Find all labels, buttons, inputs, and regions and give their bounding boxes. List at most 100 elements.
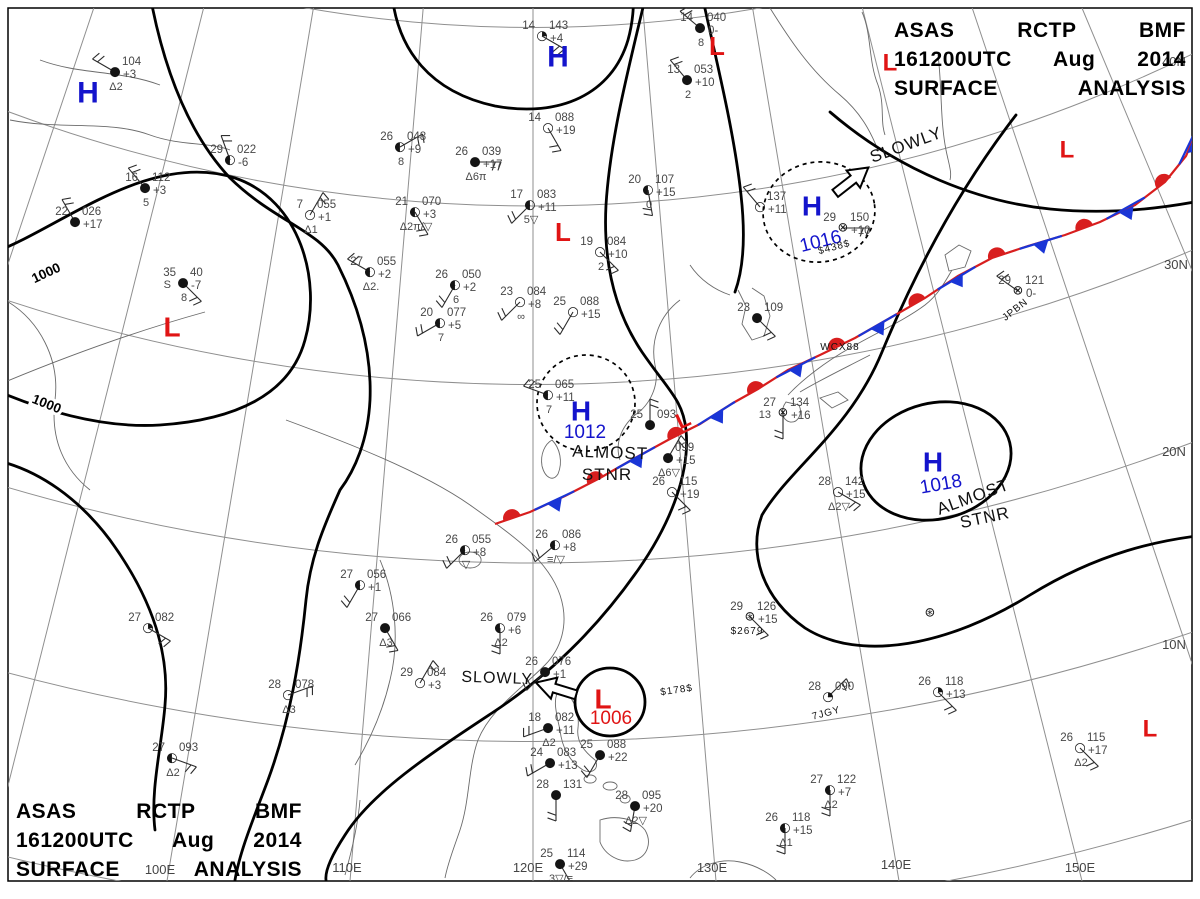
wind-barb-feather bbox=[821, 812, 831, 817]
wind-barb-feather bbox=[416, 229, 426, 232]
coastline bbox=[944, 244, 972, 272]
tendency-value: +8 bbox=[473, 547, 486, 559]
weather-symbols: ▽ bbox=[462, 559, 471, 571]
station-plot: ●22 026+17 bbox=[55, 197, 103, 231]
station-plot: ◔28 090 bbox=[808, 678, 854, 705]
station-plot: ◐26 050+2 6 bbox=[435, 269, 481, 308]
cloud-cover-symbol: ● bbox=[694, 21, 705, 36]
high-pressure-center: H bbox=[77, 77, 99, 110]
cloud-cover-symbol: ○ bbox=[666, 485, 677, 500]
station-plot: ◐26 048+9 8 bbox=[380, 131, 426, 168]
wind-barb-feather bbox=[553, 327, 561, 335]
tendency-value: +2 bbox=[378, 269, 391, 281]
stationary-front bbox=[494, 135, 1192, 526]
wind-barb-feather bbox=[319, 197, 327, 205]
cold-front-triangle bbox=[788, 363, 803, 378]
wind-barb-feather bbox=[580, 770, 588, 778]
coastline bbox=[819, 391, 849, 409]
wind-barb-feather bbox=[680, 435, 688, 443]
station-plot: ◔14 143+4 bbox=[522, 20, 568, 56]
wind-barb-feather bbox=[188, 296, 198, 302]
pressure-code: 055 bbox=[377, 256, 396, 268]
low-pressure-center: L bbox=[1143, 716, 1158, 743]
wind-barb-feather bbox=[774, 435, 784, 440]
longitude-line bbox=[8, 8, 95, 266]
cloud-cover-symbol: ● bbox=[542, 721, 553, 736]
wind-barb-feather bbox=[549, 145, 559, 148]
wind-barb-feather bbox=[943, 705, 953, 711]
pressure-code: 093 bbox=[657, 409, 676, 421]
pressure-code: 026 bbox=[82, 206, 101, 218]
warm-front-semicircle bbox=[747, 381, 764, 395]
chart-type: SURFACE ANALYSIS bbox=[894, 77, 1186, 100]
coastline bbox=[344, 799, 361, 876]
wind-barb-shaft bbox=[559, 311, 574, 335]
weather-symbols: Δ2 bbox=[494, 637, 507, 649]
temperature-value: 29 bbox=[730, 601, 743, 613]
pressure-code: 122 bbox=[837, 774, 856, 786]
station-plot: ○14 088+19 bbox=[528, 112, 576, 153]
pressure-code: 40 bbox=[190, 267, 203, 279]
wind-barb-feather bbox=[158, 637, 166, 645]
isobar bbox=[8, 462, 168, 832]
latitude-line bbox=[8, 53, 1192, 207]
cloud-cover-symbol: ◐ bbox=[394, 140, 405, 155]
temperature-value: 14 bbox=[522, 20, 535, 32]
wind-barb-feather bbox=[561, 882, 570, 884]
weather-symbols: Δ2▽ bbox=[625, 815, 647, 827]
wind-barb-feather bbox=[841, 682, 847, 692]
pressure-code: 055 bbox=[472, 534, 491, 546]
tendency-value: +19 bbox=[556, 125, 576, 137]
wind-barb-feather bbox=[677, 505, 687, 511]
temperature-value: 25 bbox=[580, 739, 593, 751]
pressure-code: 053 bbox=[694, 64, 713, 76]
cloud-cover-symbol: ◔ bbox=[822, 690, 833, 705]
pressure-code: 121 bbox=[1025, 275, 1044, 287]
weather-symbols: 7 bbox=[546, 404, 552, 416]
tendency-value: +10 bbox=[851, 225, 871, 237]
temperature-value: 25 bbox=[528, 379, 541, 391]
isobar bbox=[703, 8, 745, 294]
wind-barb-feather bbox=[522, 681, 528, 691]
temperature-value: 26 bbox=[525, 656, 538, 668]
wind-barb-shaft bbox=[837, 491, 861, 506]
pressure-code: 086 bbox=[562, 529, 581, 541]
wind-barb-feather bbox=[1085, 761, 1095, 767]
tendency-value: +8 bbox=[528, 299, 541, 311]
temperature-value: 26 bbox=[455, 146, 468, 158]
cloud-cover-symbol: ⊛ bbox=[745, 610, 756, 625]
pressure-value: 1012 bbox=[564, 422, 606, 443]
pressure-code: 056 bbox=[367, 569, 386, 581]
wind-barb-shaft bbox=[127, 167, 146, 189]
pressure-code: 040 bbox=[707, 12, 726, 24]
station-plot: ●25 093 bbox=[630, 398, 676, 433]
warm-front-semicircle bbox=[503, 509, 521, 522]
cloud-cover-symbol: ○ bbox=[414, 676, 425, 691]
temperature-value: 26 bbox=[765, 812, 778, 824]
pressure-code: 050 bbox=[462, 269, 481, 281]
wind-barb-shaft bbox=[399, 133, 423, 148]
wind-barb-feather bbox=[419, 233, 429, 237]
wind-barb-shaft bbox=[61, 199, 76, 223]
wind-barb-shaft bbox=[671, 491, 691, 511]
wind-barb-feather bbox=[421, 133, 425, 143]
wind-barb-shaft bbox=[827, 678, 847, 698]
cloud-cover-symbol: ◐ bbox=[542, 388, 553, 403]
chart-id: ASAS RCTP BMF bbox=[894, 19, 1186, 42]
cloud-cover-symbol: ◐ bbox=[224, 153, 235, 168]
annotation-text: $2679 bbox=[731, 626, 764, 637]
annotation-text: SLOWLY bbox=[867, 123, 945, 167]
weather-symbols: Δ2π/▽ bbox=[400, 221, 433, 233]
cloud-cover-symbol: ● bbox=[109, 65, 120, 80]
wind-barb-feather bbox=[762, 331, 772, 337]
weather-symbols: Δ6π bbox=[465, 171, 486, 183]
station-plot: ○28 078 Δ3 bbox=[268, 679, 314, 716]
pressure-code: 104 bbox=[122, 56, 142, 68]
coastline bbox=[799, 354, 871, 393]
isobar bbox=[828, 110, 1192, 213]
wind-barb-shaft bbox=[527, 762, 551, 777]
weather-symbols: Δ1 bbox=[304, 224, 317, 236]
chart-type: SURFACE ANALYSIS bbox=[16, 858, 302, 881]
